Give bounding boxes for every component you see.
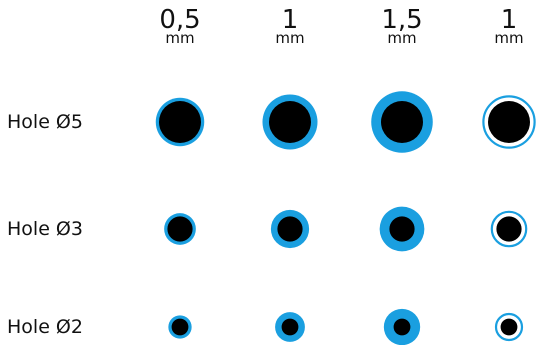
column-value: 1: [500, 5, 518, 35]
hole-2-col-2-hole: [393, 318, 411, 336]
hole-2-col-1-hole: [281, 318, 299, 336]
hole-2-col-0-hole: [171, 318, 189, 336]
column-unit: mm: [494, 29, 524, 47]
hole-3-col-3-hole: [496, 216, 522, 242]
column-header-2: 1,5 mm: [362, 6, 442, 46]
hole-5-col-0-hole: [159, 101, 201, 143]
column-unit: mm: [165, 29, 195, 47]
column-value: 1,5: [381, 5, 423, 35]
hole-5-col-3-hole: [488, 101, 530, 143]
hole-5-col-2-hole: [381, 101, 423, 143]
column-header-0: 0,5 mm: [140, 6, 220, 46]
column-header-1: 1 mm: [250, 6, 330, 46]
row-label-hole-3: Hole Ø3: [7, 218, 83, 240]
hole-5-col-1-hole: [269, 101, 311, 143]
hole-3-col-2-hole: [389, 216, 415, 242]
hole-3-col-0-hole: [167, 216, 193, 242]
column-value: 1: [281, 5, 299, 35]
hole-3-col-1-hole: [277, 216, 303, 242]
row-label-hole-5: Hole Ø5: [7, 111, 83, 133]
column-unit: mm: [275, 29, 305, 47]
column-header-3: 1 mm: [469, 6, 537, 46]
column-unit: mm: [387, 29, 417, 47]
hole-2-col-3-hole: [500, 318, 518, 336]
row-label-hole-2: Hole Ø2: [7, 316, 83, 338]
column-value: 0,5: [159, 5, 201, 35]
